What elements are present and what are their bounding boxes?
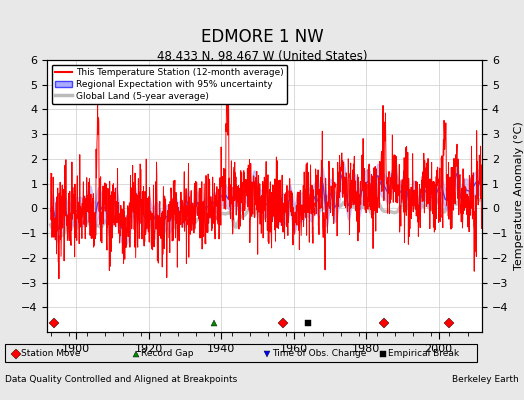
Text: Time of Obs. Change: Time of Obs. Change bbox=[272, 350, 367, 358]
Text: Berkeley Earth: Berkeley Earth bbox=[452, 375, 519, 384]
Legend: This Temperature Station (12-month average), Regional Expectation with 95% uncer: This Temperature Station (12-month avera… bbox=[52, 64, 287, 104]
Text: EDMORE 1 NW: EDMORE 1 NW bbox=[201, 28, 323, 46]
Text: Empirical Break: Empirical Break bbox=[388, 350, 459, 358]
Text: 48.433 N, 98.467 W (United States): 48.433 N, 98.467 W (United States) bbox=[157, 50, 367, 63]
Text: Station Move: Station Move bbox=[21, 350, 81, 358]
Text: Record Gap: Record Gap bbox=[141, 350, 194, 358]
Text: Data Quality Controlled and Aligned at Breakpoints: Data Quality Controlled and Aligned at B… bbox=[5, 375, 237, 384]
Y-axis label: Temperature Anomaly (°C): Temperature Anomaly (°C) bbox=[514, 122, 524, 270]
